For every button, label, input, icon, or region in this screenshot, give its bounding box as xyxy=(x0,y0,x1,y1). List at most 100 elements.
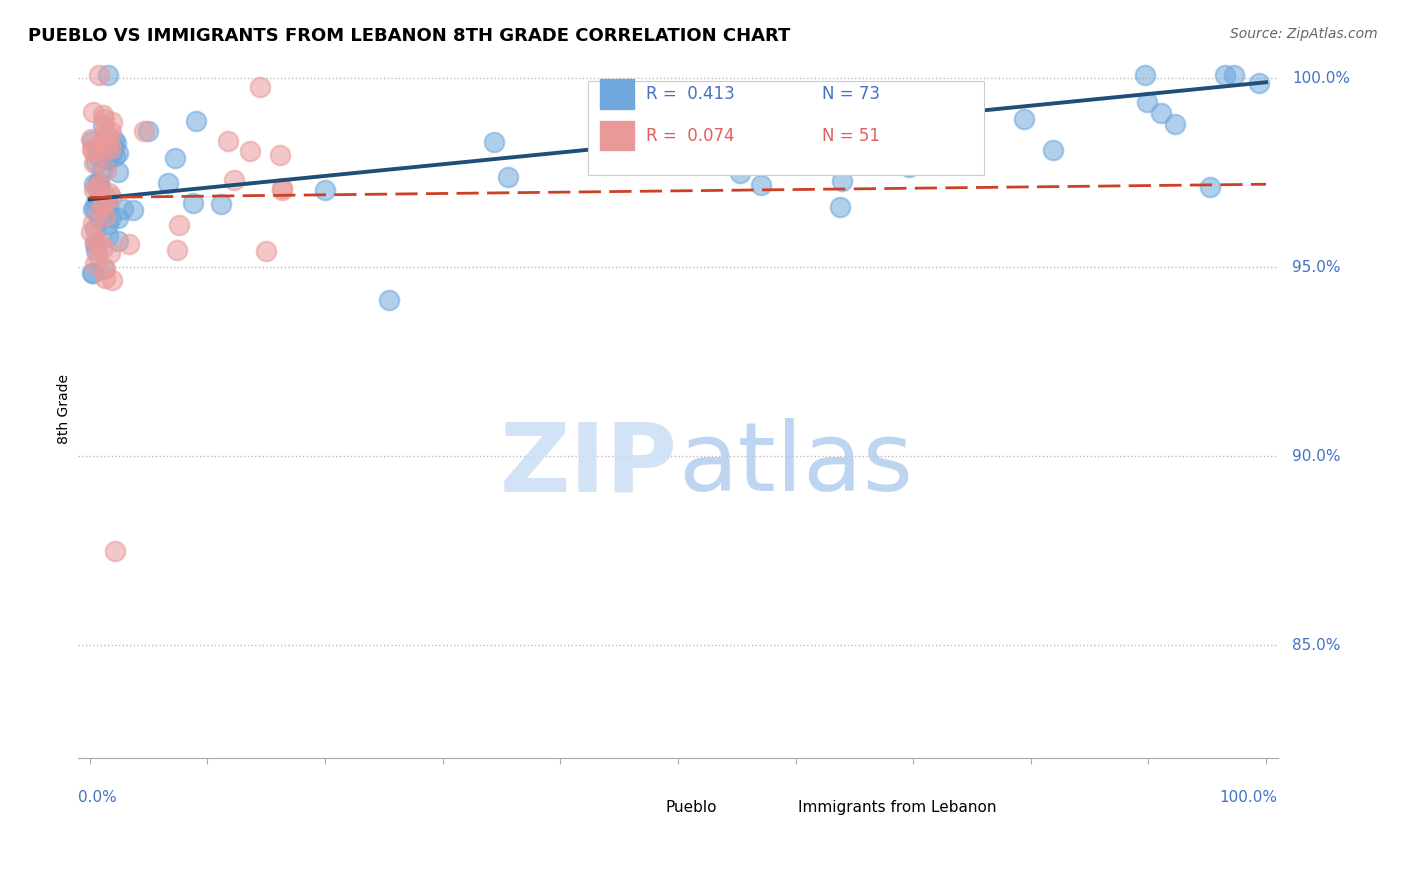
Point xyxy=(82,105,104,120)
Text: 85.0%: 85.0% xyxy=(1292,638,1340,653)
Point xyxy=(1199,180,1222,194)
Point xyxy=(83,183,105,197)
Point xyxy=(728,166,751,180)
Point xyxy=(97,68,120,82)
Point xyxy=(94,209,117,223)
Point xyxy=(1247,76,1270,90)
Text: 0.0%: 0.0% xyxy=(79,789,117,805)
Point xyxy=(103,138,125,153)
Point xyxy=(82,266,104,280)
Point xyxy=(224,173,246,187)
Point xyxy=(112,202,135,216)
Point xyxy=(91,134,114,148)
Point xyxy=(86,177,108,191)
Point xyxy=(184,114,207,128)
Point xyxy=(84,222,107,236)
Point xyxy=(101,115,124,129)
Point xyxy=(931,103,953,117)
Point xyxy=(94,190,117,204)
Text: Immigrants from Lebanon: Immigrants from Lebanon xyxy=(797,800,997,815)
Point xyxy=(869,135,891,149)
Point xyxy=(377,293,399,307)
Point xyxy=(84,155,107,169)
Point xyxy=(1135,68,1157,82)
Point xyxy=(167,219,190,233)
Point xyxy=(118,236,141,251)
Point xyxy=(269,148,291,162)
Point xyxy=(84,237,107,252)
Bar xyxy=(648,791,675,811)
Point xyxy=(89,202,111,217)
Point xyxy=(239,144,262,158)
Point xyxy=(1136,95,1159,110)
Text: PUEBLO VS IMMIGRANTS FROM LEBANON 8TH GRADE CORRELATION CHART: PUEBLO VS IMMIGRANTS FROM LEBANON 8TH GR… xyxy=(28,27,790,45)
Point xyxy=(107,211,129,225)
Point xyxy=(98,246,121,260)
Text: N = 73: N = 73 xyxy=(823,85,880,103)
Point xyxy=(89,144,111,158)
Point xyxy=(89,178,111,192)
Point xyxy=(84,257,107,271)
Point xyxy=(93,260,115,275)
Point xyxy=(107,234,129,248)
Point xyxy=(87,234,110,248)
Bar xyxy=(768,791,794,811)
Point xyxy=(96,135,118,149)
Text: 100.0%: 100.0% xyxy=(1220,789,1278,805)
Point xyxy=(100,190,122,204)
Point xyxy=(710,107,733,121)
Point xyxy=(271,180,294,194)
Point xyxy=(94,261,117,276)
Point xyxy=(83,177,105,191)
Point xyxy=(800,149,823,163)
Point xyxy=(98,186,121,200)
Point xyxy=(97,229,120,244)
Point xyxy=(89,211,111,225)
Point xyxy=(94,125,117,139)
Point xyxy=(875,89,897,103)
Point xyxy=(1150,106,1173,120)
Bar xyxy=(600,121,634,151)
Point xyxy=(89,178,111,193)
Point xyxy=(82,202,104,217)
Point xyxy=(97,153,120,168)
Point xyxy=(91,118,114,132)
Point xyxy=(96,142,118,156)
Text: 90.0%: 90.0% xyxy=(1292,449,1341,464)
Point xyxy=(166,244,188,258)
Point xyxy=(772,124,794,138)
Point xyxy=(87,68,110,82)
Point xyxy=(80,132,103,146)
Text: 95.0%: 95.0% xyxy=(1292,260,1341,275)
Point xyxy=(1012,112,1035,126)
Point xyxy=(830,200,852,214)
Point xyxy=(94,271,117,285)
Point xyxy=(84,235,107,249)
Point xyxy=(90,162,112,177)
Point xyxy=(749,178,772,193)
Point xyxy=(89,175,111,189)
Point xyxy=(93,196,115,211)
Point xyxy=(271,183,294,197)
Point xyxy=(94,129,117,144)
Point xyxy=(104,543,127,558)
Point xyxy=(209,197,232,211)
Point xyxy=(100,146,122,161)
Point xyxy=(1164,117,1187,131)
FancyBboxPatch shape xyxy=(588,80,984,175)
Point xyxy=(104,136,127,150)
Point xyxy=(80,142,103,156)
Point xyxy=(132,124,155,138)
Point xyxy=(831,174,853,188)
Point xyxy=(82,216,104,230)
Text: R =  0.074: R = 0.074 xyxy=(645,127,734,145)
Text: R =  0.413: R = 0.413 xyxy=(645,85,734,103)
Text: N = 51: N = 51 xyxy=(823,127,880,145)
Point xyxy=(103,149,125,163)
Point xyxy=(254,244,277,259)
Point xyxy=(107,145,129,160)
Point xyxy=(100,141,122,155)
Point xyxy=(84,195,107,210)
Point xyxy=(94,152,117,166)
Point xyxy=(314,183,336,197)
